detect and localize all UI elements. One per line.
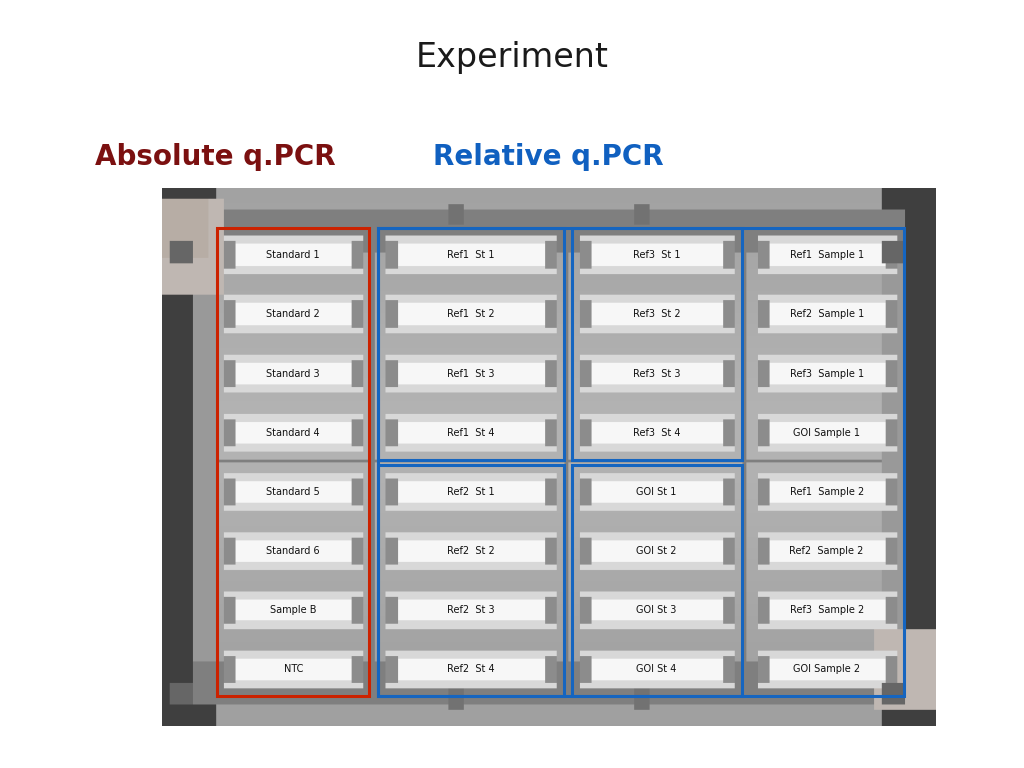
Text: Ref3  St 4: Ref3 St 4 (633, 428, 680, 438)
Text: Ref3  St 3: Ref3 St 3 (633, 369, 680, 379)
Text: Standard 1: Standard 1 (266, 250, 321, 260)
Text: Ref2  St 3: Ref2 St 3 (447, 605, 495, 615)
Bar (217, 229, 369, 696)
Bar (378, 229, 564, 459)
Text: Experiment: Experiment (416, 41, 608, 74)
Bar (378, 229, 904, 696)
Text: Ref2  St 1: Ref2 St 1 (447, 487, 495, 497)
Text: GOI St 2: GOI St 2 (636, 546, 677, 556)
Text: Ref1  St 3: Ref1 St 3 (447, 369, 495, 379)
Text: Ref3  Sample 1: Ref3 Sample 1 (790, 369, 863, 379)
Bar (571, 465, 741, 696)
Text: Standard 3: Standard 3 (266, 369, 321, 379)
Text: Standard 5: Standard 5 (266, 487, 321, 497)
Bar (571, 229, 741, 459)
Text: Ref1  St 2: Ref1 St 2 (447, 310, 495, 319)
Text: GOI Sample 1: GOI Sample 1 (794, 428, 860, 438)
Text: Ref1  St 4: Ref1 St 4 (447, 428, 495, 438)
Text: Ref3  St 2: Ref3 St 2 (633, 310, 680, 319)
Text: Standard 6: Standard 6 (266, 546, 321, 556)
Text: Ref2  Sample 1: Ref2 Sample 1 (790, 310, 864, 319)
Text: Ref3  Sample 2: Ref3 Sample 2 (790, 605, 864, 615)
Text: GOI St 4: GOI St 4 (636, 664, 677, 674)
Text: Standard 4: Standard 4 (266, 428, 321, 438)
Text: Relative q.PCR: Relative q.PCR (432, 144, 664, 171)
Text: Ref1  St 1: Ref1 St 1 (447, 250, 495, 260)
Text: GOI St 3: GOI St 3 (636, 605, 677, 615)
Text: NTC: NTC (284, 664, 303, 674)
Text: Ref1  Sample 1: Ref1 Sample 1 (790, 250, 863, 260)
Text: GOI Sample 2: GOI Sample 2 (794, 664, 860, 674)
Text: Ref3  St 1: Ref3 St 1 (633, 250, 680, 260)
Text: Ref1  Sample 2: Ref1 Sample 2 (790, 487, 864, 497)
Text: Standard 2: Standard 2 (266, 310, 321, 319)
Text: Absolute q.PCR: Absolute q.PCR (95, 144, 335, 171)
Text: Ref2  Sample 2: Ref2 Sample 2 (790, 546, 864, 556)
Text: Ref2  St 4: Ref2 St 4 (447, 664, 495, 674)
Text: Ref2  St 2: Ref2 St 2 (447, 546, 495, 556)
Text: Sample B: Sample B (270, 605, 316, 615)
Text: GOI St 1: GOI St 1 (636, 487, 677, 497)
Bar (378, 465, 564, 696)
